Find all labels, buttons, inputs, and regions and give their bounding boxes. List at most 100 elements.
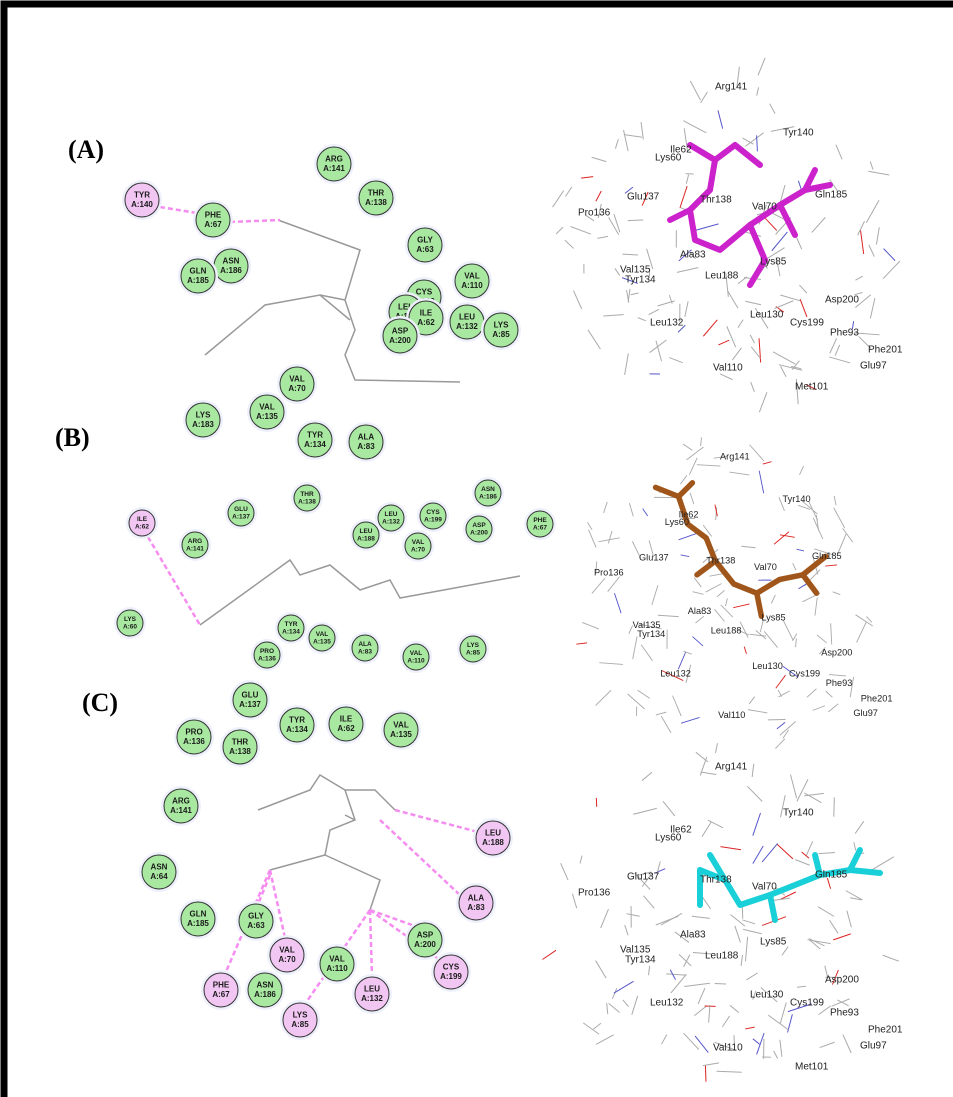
residue-name: CYS [416, 287, 433, 296]
residue-label-3d: Leu188 [705, 271, 739, 282]
protein-bond [705, 1066, 706, 1082]
protein-bond [633, 808, 657, 814]
residue-label-3d: Lys60 [655, 833, 682, 844]
ligand-skeleton [200, 560, 520, 625]
protein-bond [695, 1036, 708, 1053]
residue-label-3d: Leu132 [650, 318, 684, 329]
protein-bond [722, 1016, 729, 1027]
protein-bond [596, 1035, 614, 1044]
protein-bond [686, 175, 688, 184]
protein-bond [854, 842, 856, 850]
protein-bond [743, 929, 762, 933]
protein-bond [596, 690, 611, 705]
interaction [230, 220, 280, 222]
residue-chain: A:188 [482, 838, 504, 847]
protein-bond [759, 392, 767, 412]
protein-bond [834, 496, 836, 505]
residue-chain: A:85 [492, 330, 510, 339]
residue-label-3d: Gln185 [815, 870, 848, 881]
protein-bond [721, 605, 733, 617]
protein-bond [757, 1033, 765, 1054]
residue-name: ASP [417, 930, 434, 939]
protein-bond [780, 1002, 786, 1023]
ligand-3d [670, 210, 690, 220]
protein-bond [626, 914, 639, 917]
protein-bond [751, 347, 760, 359]
residue-name: VAL [464, 271, 480, 280]
protein-bond [588, 330, 600, 349]
protein-bond [683, 121, 706, 133]
protein-bond [718, 340, 729, 345]
protein-bond [641, 645, 652, 661]
protein-bond [581, 177, 593, 178]
protein-bond [695, 616, 703, 623]
protein-bond [773, 352, 795, 364]
protein-bond [690, 493, 694, 504]
residue-chain: A:83 [467, 903, 485, 912]
residue-name: VAL [316, 631, 329, 638]
panel: (B)ILEA:62GLUA:137THRA:138ARGA:141ASNA:1… [55, 423, 892, 749]
frame [4, 4, 953, 1097]
residue-label-3d: Lys60 [655, 153, 682, 164]
residue-label-3d: Ala83 [680, 250, 706, 261]
protein-bond [738, 320, 743, 328]
residue-name: ASN [257, 980, 274, 989]
interaction [380, 820, 460, 895]
protein-bond [768, 1015, 789, 1030]
protein-bond [718, 110, 723, 128]
protein-bond [596, 191, 601, 201]
protein-bond [681, 555, 690, 557]
protein-bond [797, 986, 806, 987]
residue-chain: A:70 [278, 955, 296, 964]
protein-bond [742, 920, 755, 924]
residue-name: ALA [468, 893, 485, 902]
protein-bond [624, 130, 629, 151]
protein-bond [826, 691, 833, 697]
protein-bond [612, 988, 616, 998]
protein-bond [683, 444, 692, 450]
residue-name: LEU [364, 984, 380, 993]
residue-label-3d: Tyr140 [783, 128, 814, 139]
residue-label-3d: Phe93 [826, 678, 853, 688]
residue-chain: A:140 [131, 200, 153, 209]
protein-bond [679, 533, 697, 539]
protein-bond [601, 909, 609, 928]
residue-name: LEU [459, 312, 475, 321]
protein-bond [783, 730, 789, 739]
protein-bond [843, 528, 853, 542]
protein-bond [855, 276, 862, 280]
residue-name: ILE [137, 516, 148, 523]
residue-label-3d: Cys199 [790, 318, 824, 329]
residue-name: TYR [134, 190, 150, 199]
panel-label: (A) [68, 135, 104, 164]
protein-bond [870, 161, 873, 169]
protein-bond [623, 1000, 629, 1007]
residue-label-3d: Phe93 [830, 328, 859, 339]
protein-bond [715, 983, 726, 984]
residue-label-3d: Leu188 [705, 951, 739, 962]
protein-bond [633, 636, 637, 659]
protein-bond [866, 200, 879, 222]
residue-name: GLN [190, 909, 207, 918]
protein-bond [685, 301, 688, 317]
residue-name: VAL [329, 954, 345, 963]
protein-bond [745, 937, 747, 961]
residue-label-3d: Ala83 [680, 930, 706, 941]
protein-bond [732, 348, 741, 360]
protein-bond [593, 1023, 601, 1029]
protein-bond [572, 894, 576, 909]
residue-label-3d: Leu132 [650, 998, 684, 1009]
protein-bond [876, 227, 879, 244]
protein-bond [692, 916, 710, 918]
protein-bond [855, 821, 864, 833]
protein-bond [757, 87, 759, 95]
residue-label-3d: Val110 [713, 363, 743, 374]
protein-bond [698, 988, 705, 1004]
docking-figure: (A)TYRA:140PHEA:67ARGA:141THRA:138ASNA:1… [0, 0, 953, 1097]
protein-bond [631, 293, 639, 295]
protein-bond [750, 634, 766, 636]
protein-bond [741, 955, 742, 966]
protein-bond [643, 509, 648, 516]
residue-label-3d: Pro136 [594, 567, 624, 577]
residue-chain: A:63 [247, 921, 265, 930]
